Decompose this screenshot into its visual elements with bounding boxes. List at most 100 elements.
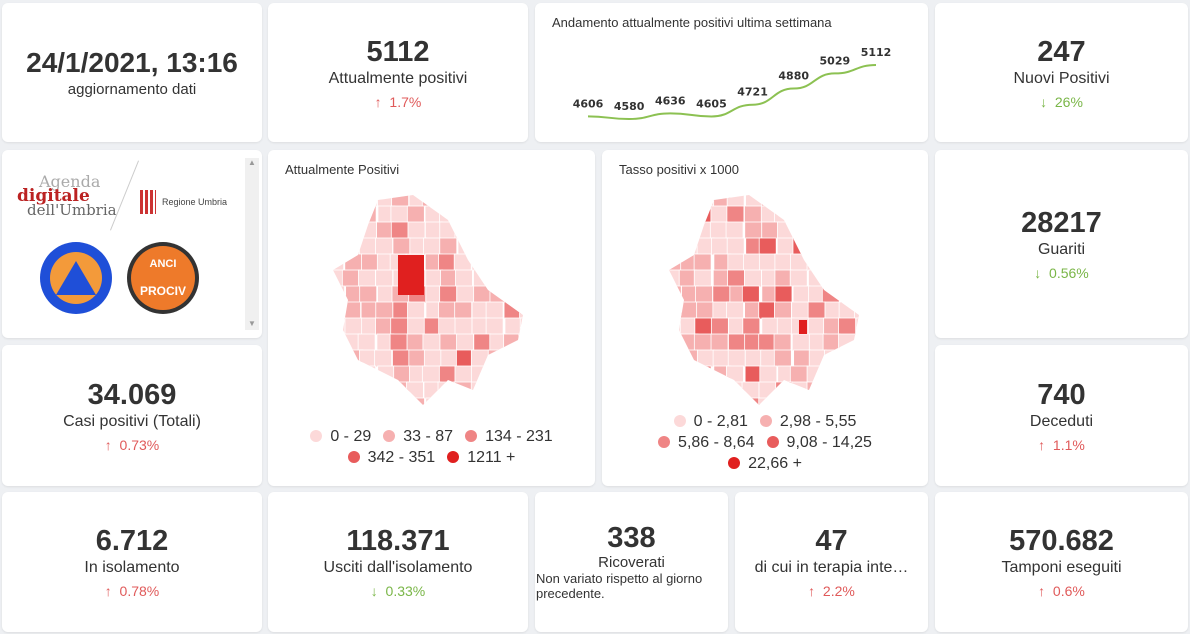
municipality[interactable] bbox=[726, 237, 745, 256]
municipality[interactable] bbox=[839, 221, 858, 240]
municipality[interactable] bbox=[439, 221, 458, 240]
municipality[interactable] bbox=[520, 205, 538, 224]
municipality[interactable] bbox=[822, 190, 841, 208]
municipality[interactable] bbox=[407, 397, 425, 415]
municipality[interactable] bbox=[327, 221, 345, 240]
municipality[interactable] bbox=[423, 237, 441, 256]
municipality[interactable] bbox=[407, 317, 426, 336]
municipality[interactable] bbox=[438, 317, 457, 336]
municipality[interactable] bbox=[358, 365, 376, 384]
legend-item[interactable]: 342 - 351 bbox=[347, 447, 435, 468]
municipality[interactable] bbox=[485, 317, 504, 336]
municipality[interactable] bbox=[439, 333, 458, 352]
municipality[interactable] bbox=[758, 253, 777, 272]
municipality[interactable] bbox=[663, 237, 681, 256]
municipality[interactable] bbox=[438, 253, 456, 272]
municipality[interactable] bbox=[745, 190, 763, 208]
municipality[interactable] bbox=[473, 269, 491, 288]
municipality[interactable] bbox=[487, 349, 506, 368]
municipality[interactable] bbox=[822, 253, 841, 272]
municipality[interactable] bbox=[839, 237, 858, 256]
municipality[interactable] bbox=[487, 237, 506, 256]
municipality[interactable] bbox=[504, 237, 523, 256]
municipality[interactable] bbox=[392, 237, 411, 256]
municipality[interactable] bbox=[665, 349, 683, 368]
municipality[interactable] bbox=[807, 301, 826, 320]
municipality[interactable] bbox=[709, 221, 728, 240]
municipality[interactable] bbox=[742, 317, 761, 336]
municipality[interactable] bbox=[838, 365, 857, 384]
municipality[interactable] bbox=[439, 237, 458, 256]
municipality[interactable] bbox=[438, 365, 457, 384]
legend-item[interactable]: 33 - 87 bbox=[383, 426, 453, 447]
municipality[interactable] bbox=[375, 317, 393, 336]
municipality[interactable] bbox=[711, 237, 729, 256]
municipality[interactable] bbox=[761, 190, 779, 208]
municipality[interactable] bbox=[774, 285, 793, 304]
municipality[interactable] bbox=[390, 221, 409, 240]
municipality[interactable] bbox=[391, 190, 410, 208]
municipality[interactable] bbox=[664, 205, 682, 224]
municipality[interactable] bbox=[502, 397, 521, 415]
municipality[interactable] bbox=[789, 365, 808, 384]
municipality[interactable] bbox=[712, 349, 731, 368]
municipality[interactable] bbox=[697, 190, 716, 208]
municipality[interactable] bbox=[726, 190, 745, 208]
municipality[interactable] bbox=[806, 253, 825, 272]
municipality[interactable] bbox=[489, 285, 508, 304]
legend-item[interactable]: 5,86 - 8,64 bbox=[658, 432, 755, 453]
municipality[interactable] bbox=[421, 190, 440, 208]
municipality[interactable] bbox=[330, 397, 348, 415]
municipality[interactable] bbox=[454, 301, 473, 320]
municipality[interactable] bbox=[712, 285, 731, 304]
municipality[interactable] bbox=[840, 253, 859, 272]
municipality[interactable] bbox=[777, 221, 795, 240]
municipality[interactable] bbox=[758, 333, 777, 352]
municipality[interactable] bbox=[439, 285, 458, 304]
municipality[interactable] bbox=[821, 205, 840, 224]
municipality[interactable] bbox=[327, 253, 345, 272]
municipality[interactable] bbox=[853, 253, 871, 272]
municipality[interactable] bbox=[808, 269, 826, 288]
municipality[interactable] bbox=[503, 333, 522, 352]
municipality[interactable] bbox=[393, 365, 412, 384]
municipality[interactable] bbox=[374, 397, 393, 415]
legend-item[interactable]: 2,98 - 5,55 bbox=[759, 411, 856, 432]
municipality[interactable] bbox=[821, 285, 840, 304]
municipality[interactable] bbox=[503, 349, 521, 368]
municipality[interactable] bbox=[775, 381, 794, 400]
municipality[interactable] bbox=[341, 237, 360, 256]
municipality[interactable] bbox=[359, 349, 377, 368]
municipality[interactable] bbox=[344, 253, 363, 272]
municipality[interactable] bbox=[505, 381, 523, 400]
municipality[interactable] bbox=[341, 269, 360, 288]
municipality[interactable] bbox=[679, 221, 698, 240]
municipality[interactable] bbox=[518, 237, 536, 256]
municipality[interactable] bbox=[326, 333, 344, 352]
municipality[interactable] bbox=[470, 381, 489, 400]
legend-item[interactable]: 134 - 231 bbox=[465, 426, 553, 447]
municipality[interactable] bbox=[375, 301, 394, 320]
municipality[interactable] bbox=[359, 381, 378, 400]
municipality[interactable] bbox=[328, 190, 346, 208]
municipality[interactable] bbox=[407, 301, 425, 320]
municipality[interactable] bbox=[789, 269, 808, 288]
legend-item[interactable]: 22,66 + bbox=[728, 453, 802, 474]
municipality[interactable] bbox=[711, 381, 729, 400]
municipality[interactable] bbox=[792, 221, 811, 240]
municipality[interactable] bbox=[856, 333, 874, 352]
municipality[interactable] bbox=[695, 285, 713, 304]
municipality[interactable] bbox=[329, 237, 346, 256]
municipality[interactable] bbox=[744, 349, 763, 368]
municipality[interactable] bbox=[855, 190, 872, 208]
municipality[interactable] bbox=[693, 333, 712, 352]
municipality[interactable] bbox=[502, 269, 521, 288]
municipality[interactable] bbox=[710, 333, 729, 352]
municipality[interactable] bbox=[485, 269, 504, 288]
municipality[interactable] bbox=[489, 365, 508, 384]
municipality[interactable] bbox=[457, 205, 476, 224]
municipality[interactable] bbox=[342, 333, 361, 352]
municipality[interactable] bbox=[454, 221, 473, 240]
municipality[interactable] bbox=[823, 221, 842, 240]
municipality[interactable] bbox=[741, 381, 760, 400]
